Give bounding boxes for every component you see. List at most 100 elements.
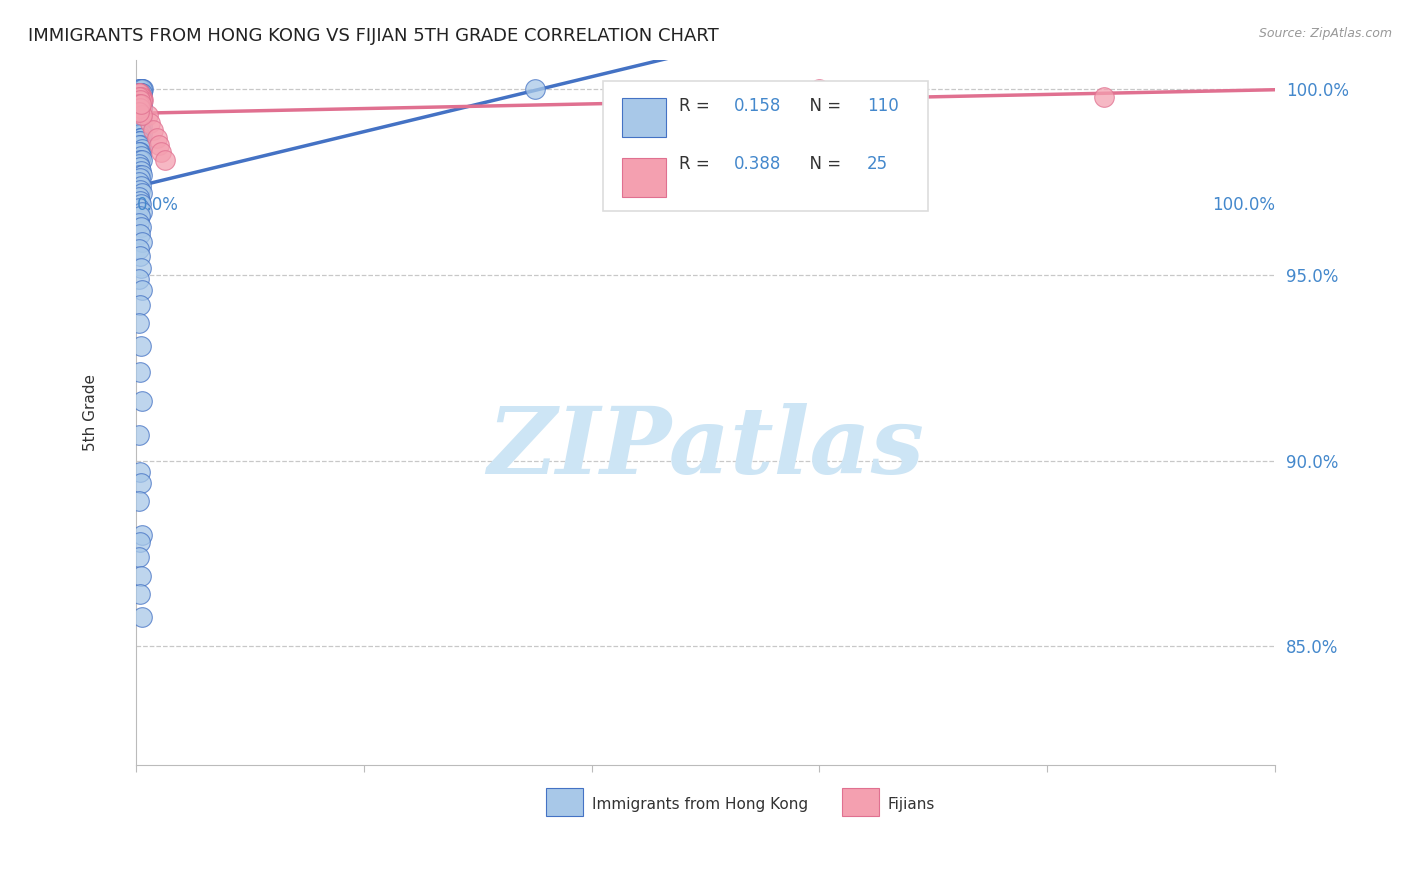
Point: [128, 171, 150, 186]
Point: [128, 175, 150, 189]
Point: [128, 183, 150, 197]
Point: [131, 394, 153, 409]
Point: [128, 89, 150, 103]
Point: [128, 104, 150, 119]
Point: [131, 142, 153, 156]
Point: [128, 82, 150, 96]
FancyBboxPatch shape: [546, 788, 582, 816]
Point: [150, 145, 173, 160]
Point: [128, 120, 150, 134]
Point: [129, 101, 152, 115]
Point: [128, 86, 150, 100]
Point: [131, 186, 153, 201]
Point: [128, 101, 150, 115]
Point: [129, 101, 152, 115]
Point: [129, 149, 152, 163]
Point: [131, 204, 153, 219]
Point: [1092, 89, 1115, 103]
Point: [128, 97, 150, 112]
Text: 100.0%: 100.0%: [1212, 196, 1275, 214]
Point: [128, 101, 150, 115]
Text: ZIPatlas: ZIPatlas: [486, 402, 924, 492]
Text: R =: R =: [679, 97, 716, 115]
Point: [131, 89, 153, 103]
Point: [131, 82, 153, 96]
Point: [129, 164, 152, 178]
Point: [146, 130, 169, 145]
Point: [128, 89, 150, 103]
Point: [131, 283, 153, 297]
Point: [128, 112, 150, 126]
Point: [128, 104, 150, 119]
Point: [131, 101, 153, 115]
Point: [128, 94, 150, 108]
Point: [131, 235, 153, 249]
FancyBboxPatch shape: [623, 98, 665, 137]
Text: 5th Grade: 5th Grade: [83, 374, 98, 450]
Point: [128, 104, 150, 119]
Point: [128, 82, 150, 96]
Point: [129, 116, 152, 130]
Point: [136, 108, 159, 122]
Point: [131, 86, 153, 100]
Point: [128, 168, 150, 182]
Point: [128, 161, 150, 175]
Point: [128, 89, 150, 103]
Point: [129, 112, 152, 126]
Point: [131, 127, 153, 141]
Point: [129, 97, 152, 112]
Point: [128, 127, 150, 141]
Point: [128, 145, 150, 160]
Point: [128, 138, 150, 153]
Point: [128, 194, 150, 208]
Point: [128, 156, 150, 170]
Point: [129, 130, 152, 145]
Point: [128, 82, 150, 96]
Point: [131, 108, 153, 122]
Text: Fijians: Fijians: [887, 797, 935, 813]
Point: [129, 178, 152, 193]
Point: [128, 94, 150, 108]
Point: [128, 89, 150, 103]
Point: [128, 108, 150, 122]
Point: [128, 101, 150, 115]
Point: [129, 138, 152, 153]
Point: [128, 550, 150, 565]
Point: [128, 123, 150, 137]
Point: [129, 104, 152, 119]
Point: [129, 94, 152, 108]
Point: [129, 338, 152, 352]
Point: [128, 134, 150, 148]
Point: [128, 316, 150, 330]
Point: [128, 298, 150, 312]
Point: [128, 134, 150, 148]
Point: [142, 123, 165, 137]
Point: [128, 227, 150, 241]
Point: [131, 94, 153, 108]
Point: [128, 116, 150, 130]
Point: [128, 86, 150, 100]
Text: 0.158: 0.158: [734, 97, 782, 115]
Point: [128, 86, 150, 100]
Text: Immigrants from Hong Kong: Immigrants from Hong Kong: [592, 797, 808, 813]
Text: IMMIGRANTS FROM HONG KONG VS FIJIAN 5TH GRADE CORRELATION CHART: IMMIGRANTS FROM HONG KONG VS FIJIAN 5TH …: [28, 27, 718, 45]
Text: 0.388: 0.388: [734, 155, 782, 173]
Point: [128, 427, 150, 442]
Point: [131, 120, 153, 134]
Point: [131, 108, 153, 122]
Point: [128, 364, 150, 378]
Point: [131, 104, 153, 119]
Point: [129, 86, 152, 100]
Point: [129, 89, 152, 103]
Point: [131, 89, 153, 103]
Point: [131, 153, 153, 167]
Point: [128, 116, 150, 130]
Point: [129, 97, 152, 112]
Point: [129, 89, 152, 103]
Point: [129, 123, 152, 137]
Point: [128, 94, 150, 108]
Point: [131, 112, 153, 126]
Point: [128, 97, 150, 112]
Point: [129, 89, 152, 103]
Point: [132, 82, 155, 96]
